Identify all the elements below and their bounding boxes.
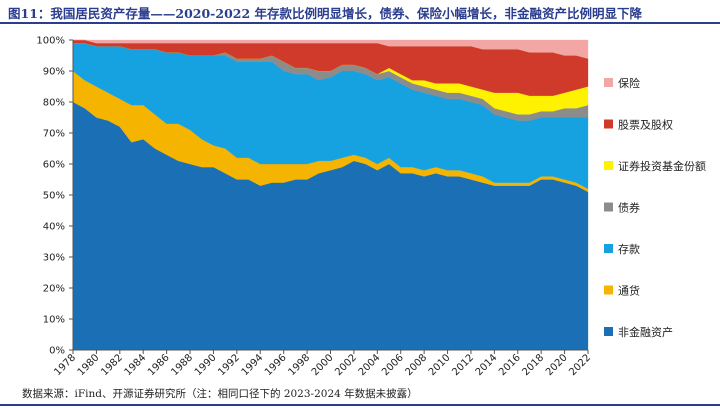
legend-label-3: 债券 [618, 201, 640, 215]
x-tick-label-2000: 2000 [310, 352, 336, 378]
area-series-6 [73, 39, 589, 59]
legend-label-2: 证券投资基金份额 [618, 159, 706, 173]
x-tick-label-2006: 2006 [380, 352, 406, 378]
x-tick-label-2014: 2014 [474, 352, 500, 378]
x-tick-label-2020: 2020 [544, 352, 570, 378]
x-tick-label-2010: 2010 [427, 352, 453, 378]
legend-swatch-4 [604, 244, 613, 253]
source-note: 数据来源：iFind、开源证券研究所（注：相同口径下的 2023-2024 年数… [22, 388, 418, 400]
legend-label-6: 非金融资产 [618, 325, 673, 339]
legend-swatch-0 [604, 78, 613, 87]
x-tick-label-2002: 2002 [333, 352, 359, 378]
x-tick-label-1986: 1986 [146, 352, 172, 378]
y-tick-label-40%: 40% [43, 222, 65, 233]
legend-label-1: 股票及股权 [618, 119, 673, 132]
y-tick-label-60%: 60% [43, 160, 65, 171]
area-layers [72, 39, 589, 351]
x-tick-label-2004: 2004 [357, 352, 383, 378]
y-tick-label-90%: 90% [43, 67, 65, 78]
x-tick-label-2016: 2016 [497, 352, 523, 378]
bottom-rule [0, 404, 720, 406]
y-tick-label-0%: 0% [49, 346, 65, 357]
legend-swatch-1 [604, 119, 613, 129]
y-tick-label-30%: 30% [43, 253, 65, 264]
x-tick-label-1984: 1984 [123, 352, 149, 378]
x-tick-label-2018: 2018 [521, 352, 547, 378]
legend-label-5: 通货 [618, 284, 640, 298]
stacked-area-chart: 0%10%20%30%40%50%60%70%80%90%100%1978198… [36, 36, 706, 379]
y-tick-label-20%: 20% [43, 284, 65, 295]
x-tick-label-2022: 2022 [567, 352, 593, 378]
title-bar: 图11：我国居民资产存量——2020-2022 年存款比例明显增长，债券、保险小… [0, 0, 720, 24]
x-tick-label-1980: 1980 [76, 352, 102, 378]
legend-swatch-5 [604, 285, 613, 295]
x-tick-label-2012: 2012 [450, 352, 476, 378]
x-tick-label-2008: 2008 [403, 352, 429, 378]
chart-title: 图11：我国居民资产存量——2020-2022 年存款比例明显增长，债券、保险小… [8, 6, 643, 21]
x-tick-label-1988: 1988 [169, 352, 195, 378]
y-tick-label-50%: 50% [43, 191, 65, 202]
legend-swatch-3 [604, 202, 613, 212]
x-tick-label-1994: 1994 [240, 352, 266, 378]
legend-swatch-2 [604, 161, 613, 170]
x-tick-label-1996: 1996 [263, 352, 289, 378]
legend-swatch-6 [604, 327, 613, 336]
y-tick-label-70%: 70% [43, 129, 65, 140]
x-tick-label-1998: 1998 [286, 352, 312, 378]
y-tick-label-80%: 80% [43, 98, 65, 109]
legend-label-4: 存款 [618, 242, 640, 256]
x-tick-label-1990: 1990 [193, 352, 219, 378]
x-tick-label-1992: 1992 [216, 352, 242, 378]
x-tick-label-1982: 1982 [99, 352, 125, 378]
y-tick-label-100%: 100% [36, 36, 65, 47]
y-tick-label-10%: 10% [43, 315, 65, 326]
legend-label-0: 保险 [618, 76, 640, 90]
